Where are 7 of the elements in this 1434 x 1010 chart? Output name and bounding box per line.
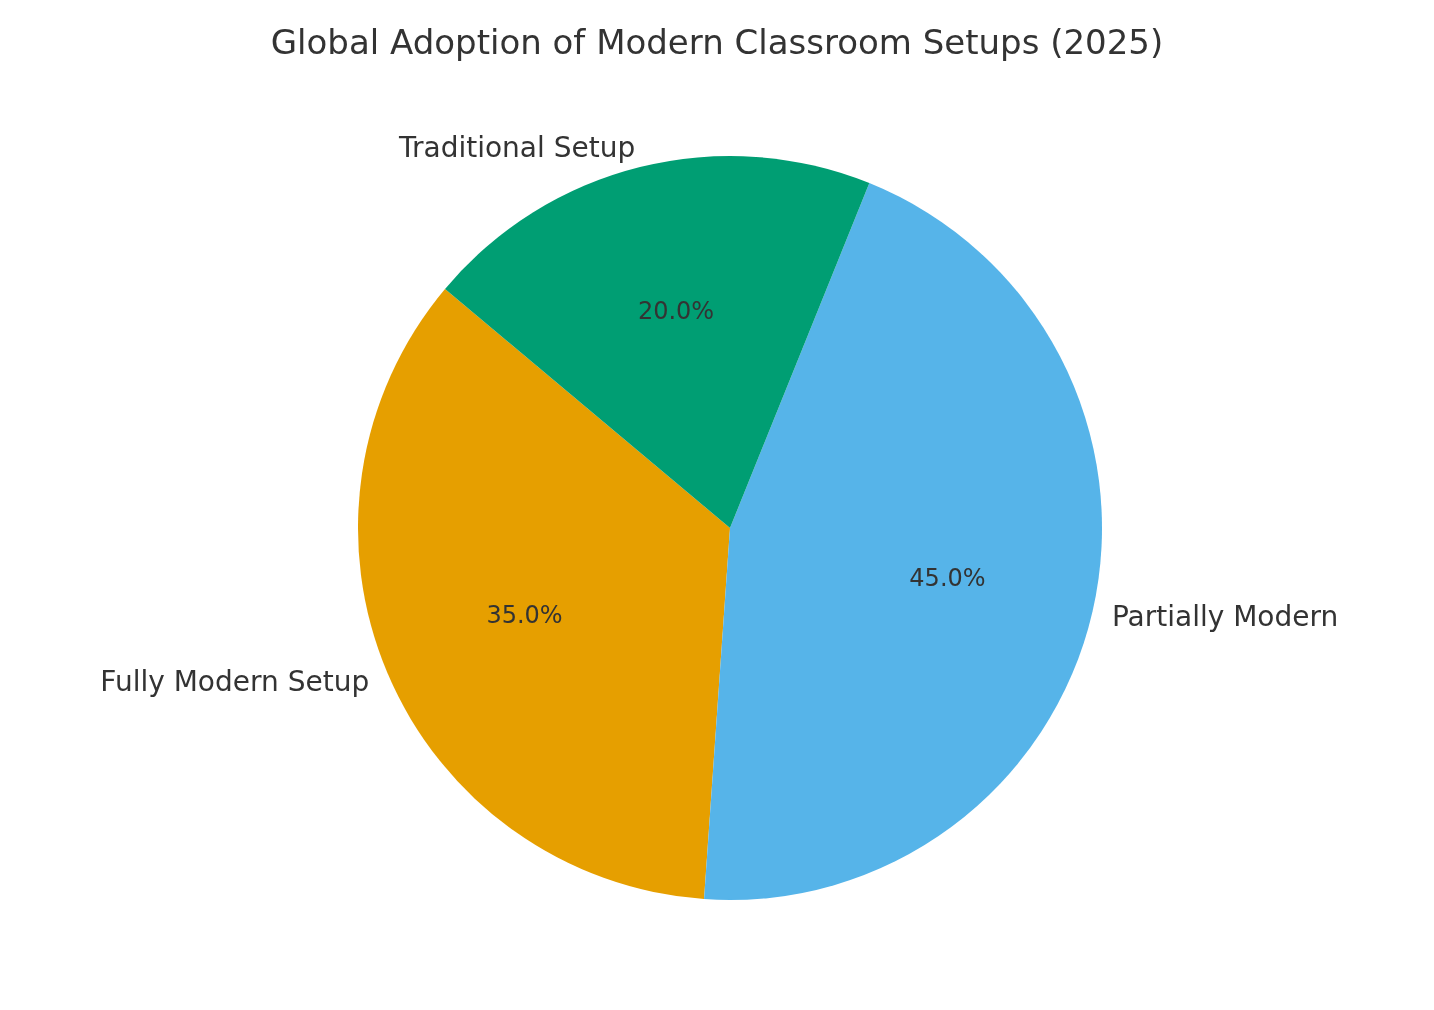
data-label: 20.0% bbox=[637, 297, 715, 326]
slice-label: Fully Modern Setup bbox=[100, 664, 370, 698]
chart-title: Global Adoption of Modern Classroom Setups (2025) bbox=[270, 22, 1164, 62]
slice-label: Traditional Setup bbox=[397, 131, 636, 165]
slice-label: Partially Modern bbox=[1111, 599, 1339, 633]
data-label: 35.0% bbox=[486, 601, 563, 630]
data-label: 45.0% bbox=[909, 564, 986, 593]
